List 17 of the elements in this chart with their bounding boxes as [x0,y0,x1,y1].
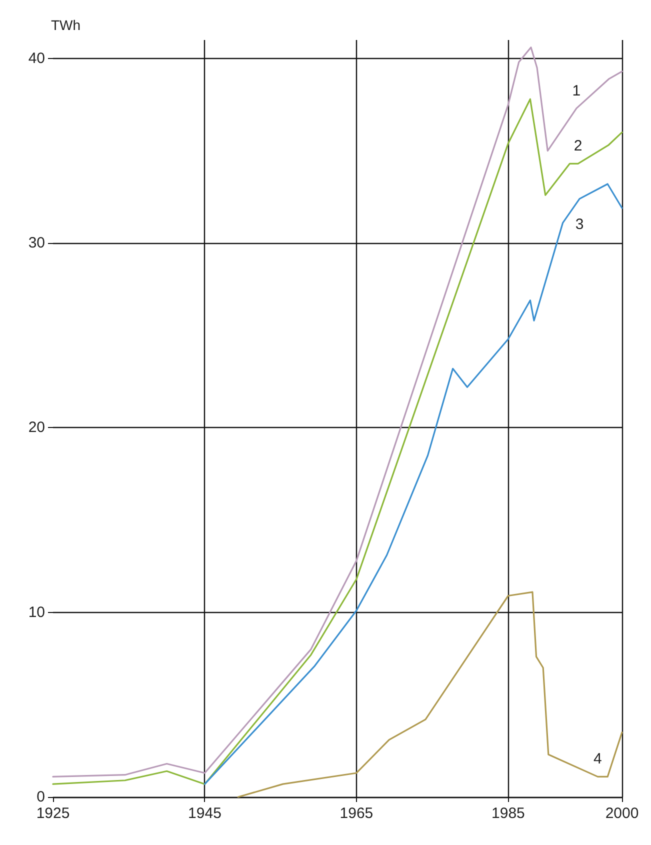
x-tick-label: 1945 [188,805,222,822]
y-tick-label: 40 [28,50,45,67]
series-label: 4 [594,750,602,768]
series-label: 2 [574,138,582,155]
x-tick-label: 1965 [340,805,374,822]
y-axis-title: TWh [51,17,81,33]
y-tick-label: 30 [28,234,45,252]
y-tick-label: 0 [36,788,45,806]
y-tick-label: 20 [28,419,45,436]
y-tick-label: 10 [28,604,45,621]
x-tick-label: 2000 [605,805,639,822]
series-label: 1 [572,82,581,100]
line-series [204,183,623,785]
x-tick-label: 1925 [36,805,70,822]
x-tick-label: 1985 [492,805,525,822]
series-label: 3 [575,216,584,233]
line-series [237,591,623,798]
